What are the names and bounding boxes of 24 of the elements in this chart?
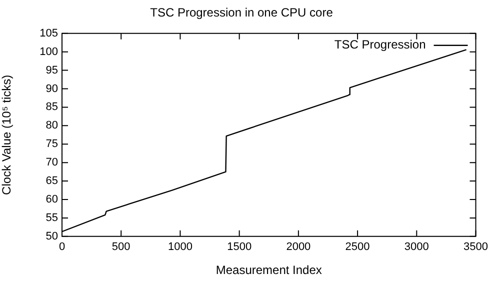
x-tick-label: 2500	[345, 241, 370, 254]
y-axis-title: Clock Value (10⁵ ticks)	[0, 74, 14, 195]
y-tick-label: 90	[46, 82, 58, 95]
x-tick-label: 500	[112, 241, 130, 254]
x-tick-label: 0	[58, 241, 66, 254]
y-tick-label: 55	[46, 212, 58, 224]
y-tick-label: 65	[46, 175, 58, 188]
y-tick-label: 80	[46, 120, 58, 132]
y-tick-label: 100	[40, 46, 58, 58]
y-tick-label: 75	[46, 138, 58, 150]
y-tick-label: 95	[46, 64, 58, 76]
y-tick-label: 60	[46, 194, 58, 206]
y-tick-label: 50	[46, 230, 58, 242]
y-tick-label: 70	[46, 156, 58, 169]
y-tick-label: 105	[40, 27, 58, 40]
x-axis-title: Measurement Index	[216, 263, 322, 278]
x-tick-label: 1000	[168, 241, 192, 254]
chart-title: TSC Progression in one CPU core	[150, 6, 334, 20]
x-tick-label: 2000	[286, 241, 311, 254]
y-tick-label: 85	[46, 101, 58, 114]
x-tick-label: 3000	[404, 241, 429, 254]
x-tick-label: 1500	[227, 241, 252, 254]
legend-label: TSC Progression	[334, 38, 426, 52]
x-tick-label: 3500	[464, 241, 488, 254]
